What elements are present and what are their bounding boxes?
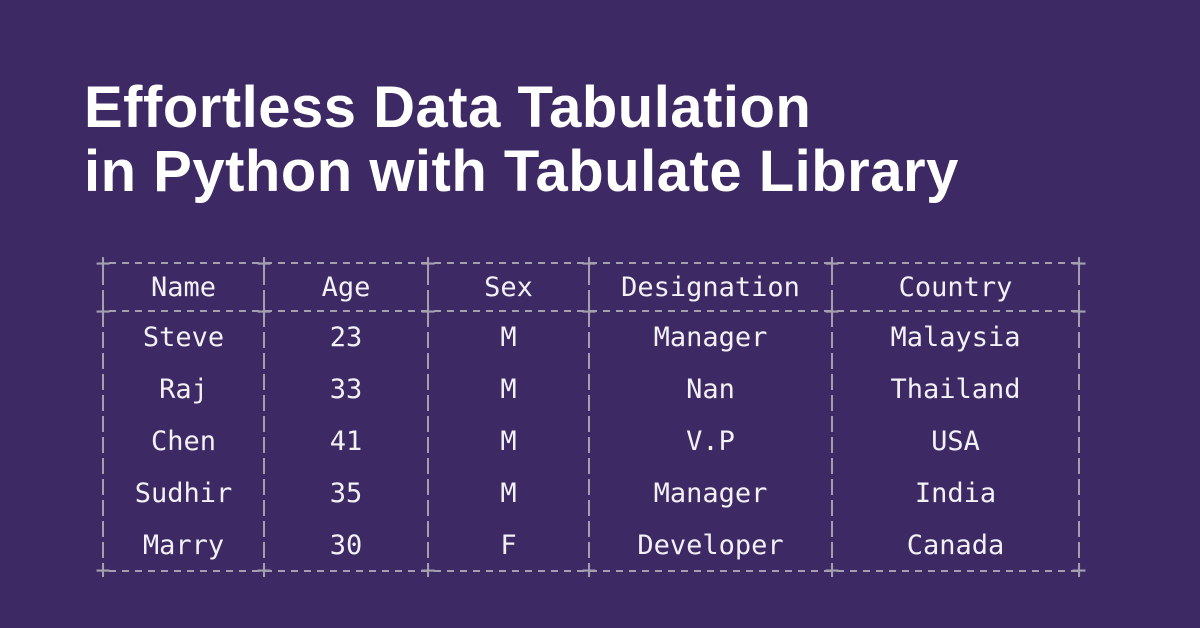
border-intersection-plus: +: [1071, 555, 1087, 585]
tabulate-ascii-table: + + + + + + + + + + + + + + + + + + Name Age Sex Designation…: [95, 251, 1086, 583]
table-bottom-border: [103, 570, 1079, 572]
table-cell: Manager: [653, 321, 768, 353]
table-row: Sudhir 35 M Manager India: [103, 467, 1079, 519]
title-line-1: Effortless Data Tabulation: [84, 75, 812, 140]
table-cell: India: [914, 477, 997, 509]
table-row: Chen 41 M V.P USA: [103, 415, 1079, 467]
border-intersection-plus: +: [1071, 296, 1087, 326]
table-row: Raj 33 M Nan Thailand: [103, 363, 1079, 415]
table-cell: F: [500, 529, 517, 561]
border-intersection-plus: +: [256, 555, 272, 585]
border-intersection-plus: +: [95, 555, 111, 585]
table-cell: V.P: [686, 425, 735, 457]
border-intersection-plus: +: [581, 248, 597, 278]
table-column-border: [102, 264, 104, 570]
table-row: Steve 23 M Manager Malaysia: [103, 311, 1079, 363]
title-line-2: in Python with Tabulate Library: [84, 139, 959, 204]
table-cell: Chen: [151, 425, 217, 457]
table-cell: 35: [329, 477, 363, 509]
border-intersection-plus: +: [581, 296, 597, 326]
table-cell: Raj: [159, 373, 208, 405]
table-cell: Steve: [142, 321, 225, 353]
table-cell: M: [500, 373, 517, 405]
table-cell: 33: [329, 373, 363, 405]
table-header-row: Name Age Sex Designation Country: [103, 263, 1079, 311]
page-title: Effortless Data Tabulation in Python wit…: [84, 76, 959, 204]
table-column-border: [263, 264, 266, 570]
table-column-border: [427, 264, 429, 570]
table-cell: M: [500, 477, 517, 509]
header-cell-country: Country: [898, 271, 1013, 303]
table-cell: Manager: [653, 477, 768, 509]
table-cell: 23: [329, 321, 363, 353]
table-column-border: [588, 264, 591, 570]
table-cell: 41: [329, 425, 363, 457]
table-cell: USA: [931, 425, 980, 457]
table-cell: Marry: [142, 529, 225, 561]
header-cell-age: Age: [321, 271, 371, 303]
border-intersection-plus: +: [256, 296, 272, 326]
border-intersection-plus: +: [420, 296, 436, 326]
table-cell: Canada: [906, 529, 1005, 561]
border-intersection-plus: +: [824, 296, 840, 326]
table-row: Marry 30 F Developer Canada: [103, 519, 1079, 571]
table-header-separator: [103, 310, 1079, 312]
border-intersection-plus: +: [824, 555, 840, 585]
table-cell: M: [500, 321, 517, 353]
table-cell: 30: [329, 529, 363, 561]
table-cell: Sudhir: [134, 477, 233, 509]
border-intersection-plus: +: [95, 248, 111, 278]
table-column-border: [1078, 264, 1080, 570]
border-intersection-plus: +: [1071, 248, 1087, 278]
border-intersection-plus: +: [420, 248, 436, 278]
border-intersection-plus: +: [95, 296, 111, 326]
border-intersection-plus: +: [420, 555, 436, 585]
header-cell-sex: Sex: [484, 271, 533, 303]
table-cell: M: [500, 425, 517, 457]
table-cell: Developer: [637, 529, 784, 561]
header-cell-name: Name: [151, 271, 217, 303]
table-column-border: [831, 264, 834, 570]
header-cell-designation: Designation: [621, 271, 800, 303]
table-cell: Thailand: [890, 373, 1021, 405]
border-intersection-plus: +: [256, 248, 272, 278]
table-top-border: [103, 262, 1079, 264]
table-cell: Malaysia: [890, 321, 1021, 353]
border-intersection-plus: +: [824, 248, 840, 278]
table-body: Steve 23 M Manager Malaysia Raj 33 M Nan Thailand…: [103, 311, 1079, 571]
table-cell: Nan: [686, 373, 735, 405]
border-intersection-plus: +: [581, 555, 597, 585]
